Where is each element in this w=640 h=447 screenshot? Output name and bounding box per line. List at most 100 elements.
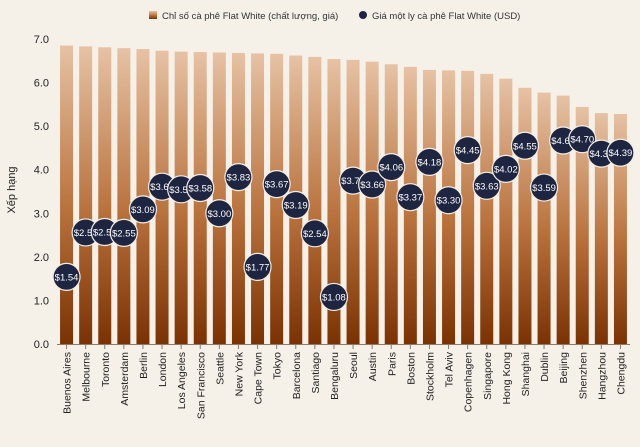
y-tick-label: 1.0 (34, 295, 49, 307)
x-tick-label: Beijing (558, 352, 570, 384)
price-point (109, 218, 138, 247)
price-label: $1.08 (322, 292, 346, 303)
bar (365, 61, 379, 345)
bar (270, 53, 284, 345)
x-tick-label: Toronto (100, 352, 112, 387)
price-label: $4.02 (494, 164, 518, 175)
x-tick-label: New York (233, 351, 245, 396)
bar (251, 53, 265, 344)
x-tick-label: Hangzhou (596, 352, 608, 400)
x-tick-label: Chengdu (615, 352, 627, 395)
price-label: $3.61 (150, 182, 174, 193)
y-tick-label: 2.0 (34, 252, 49, 264)
price-label: $1.54 (55, 272, 79, 283)
y-axis-ticks: 0.0 1.0 2.0 3.0 4.0 5.0 6.0 7.0 (34, 34, 49, 351)
x-tick-label: London (157, 352, 169, 387)
price-label: $3.66 (360, 180, 384, 191)
x-tick-label: Los Angeles (176, 352, 188, 409)
price-point (300, 219, 329, 248)
bar (537, 92, 551, 344)
price-label: $4.67 (551, 136, 575, 147)
y-tick-label: 6.0 (34, 78, 49, 90)
price-label: $4.37 (589, 149, 613, 160)
price-label: $4.06 (379, 163, 403, 174)
price-label: $4.39 (609, 148, 633, 159)
x-tick-label: Stockholm (424, 352, 436, 401)
bar (117, 48, 131, 345)
bar (231, 52, 245, 344)
price-label: $3.55 (169, 185, 193, 196)
price-label: $4.18 (418, 157, 442, 168)
price-point (224, 163, 253, 192)
price-point (510, 131, 540, 160)
price-point (491, 154, 520, 183)
bar-series (60, 45, 627, 345)
price-label: $3.83 (227, 173, 251, 184)
x-tick-label: Bengaluru (329, 352, 341, 400)
price-label: $3.30 (437, 196, 461, 207)
price-point (262, 169, 291, 199)
x-tick-label: Shanghai (520, 352, 532, 396)
price-label: $2.56 (74, 228, 98, 239)
price-point (568, 125, 597, 154)
price-point (319, 282, 349, 312)
bar (461, 70, 475, 345)
x-tick-label: Barcelona (291, 352, 303, 399)
legend: Chỉ số cà phê Flat White (chất lượng, gi… (149, 11, 520, 22)
y-tick-label: 7.0 (34, 34, 49, 46)
legend-swatch-bar (149, 11, 157, 19)
price-point (358, 170, 387, 199)
price-label: $4.70 (570, 135, 594, 146)
x-tick-label: Dublin (539, 352, 551, 382)
y-tick-label: 5.0 (34, 121, 49, 133)
y-tick-label: 4.0 (34, 165, 49, 177)
x-tick-label: Tokyo (272, 352, 284, 380)
bar (499, 78, 513, 345)
bar (518, 87, 532, 345)
price-point (434, 186, 463, 215)
price-point (205, 199, 234, 228)
price-label: $4.45 (456, 146, 480, 157)
legend-label-point: Giá một ly cà phê Flat White (USD) (372, 11, 520, 22)
bar (327, 59, 341, 345)
price-label: $1.77 (246, 262, 270, 273)
price-point (377, 153, 406, 182)
price-point (396, 183, 425, 212)
price-label: $3.09 (131, 205, 155, 216)
x-tick-label: Austin (367, 352, 379, 381)
bar (79, 46, 93, 345)
x-tick-label: Paris (386, 352, 398, 376)
y-tick-label: 3.0 (34, 208, 49, 220)
price-point (453, 136, 482, 165)
price-label: $3.00 (207, 209, 231, 220)
price-label: $3.63 (475, 181, 499, 192)
price-label: $4.55 (513, 141, 537, 152)
x-axis-ticks: Buenos Aires Melbourne Toronto Amsterdam Ber… (62, 344, 627, 419)
price-point (128, 195, 158, 224)
x-tick-label: Buenos Aires (62, 352, 74, 414)
x-tick-label: San Francisco (195, 352, 207, 419)
x-tick-label: Cape Town (253, 352, 265, 405)
bar (308, 56, 322, 344)
x-tick-label: Santiago (310, 352, 322, 394)
legend-swatch-point (359, 11, 367, 19)
x-tick-label: Seoul (348, 352, 360, 379)
x-tick-label: Copenhagen (463, 352, 475, 412)
price-label: $3.75 (341, 176, 365, 187)
bar (98, 47, 112, 345)
x-tick-label: Singapore (482, 352, 494, 400)
y-tick-label: 0.0 (34, 339, 49, 351)
price-point (52, 262, 81, 291)
bar (384, 64, 398, 345)
bar (556, 95, 570, 345)
bar (60, 45, 74, 345)
bar (346, 59, 360, 345)
price-point (186, 173, 215, 203)
price-label: $3.58 (188, 184, 212, 195)
y-axis-label: Xếp hạng (6, 166, 18, 213)
x-tick-label: Seattle (214, 352, 226, 385)
bar (422, 69, 436, 344)
bar (575, 106, 589, 344)
x-tick-label: Shenzhen (577, 352, 589, 399)
